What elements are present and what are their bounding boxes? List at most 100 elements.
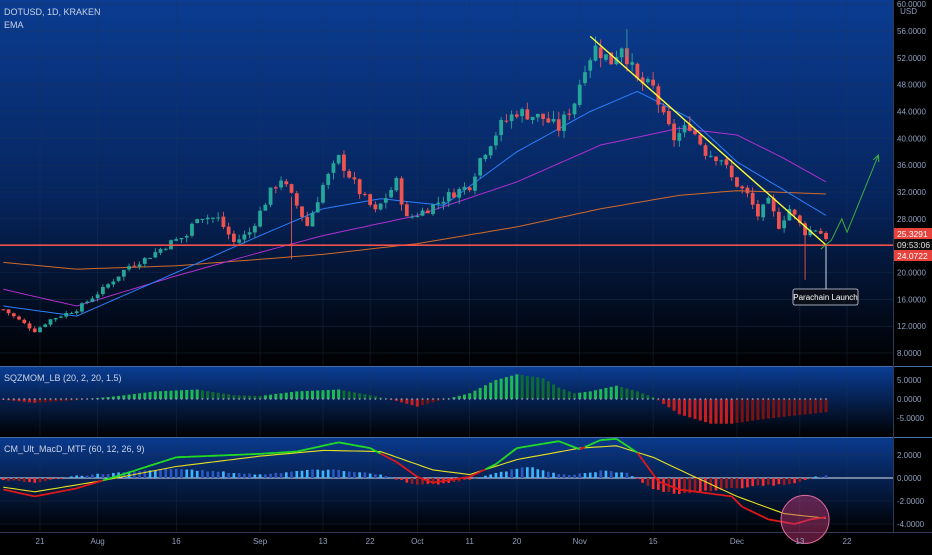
candle-body — [541, 114, 545, 119]
macd-line-segment — [533, 445, 538, 446]
macd-line-segment — [50, 492, 55, 493]
sqz-dot — [81, 398, 83, 400]
sqz-dot — [500, 398, 502, 400]
sqz-dot — [60, 398, 62, 400]
candle-body — [269, 188, 273, 205]
sqz-dot — [820, 398, 822, 400]
highlight-circle[interactable] — [781, 495, 829, 543]
sqz-dot — [97, 398, 99, 400]
sqz-dot — [657, 398, 659, 400]
sqz-dot — [395, 398, 397, 400]
candle-body — [59, 317, 63, 318]
sqz-dot — [34, 398, 36, 400]
candle-body — [17, 317, 21, 320]
sqz-dot — [123, 398, 125, 400]
candle-body — [347, 171, 351, 177]
macd-line-segment — [768, 519, 773, 520]
sqz-dot — [312, 398, 314, 400]
sqz-dot — [217, 398, 219, 400]
candle-body — [28, 323, 32, 328]
sqz-dot — [673, 398, 675, 400]
candle-body — [54, 318, 58, 319]
sqz-dot — [485, 398, 487, 400]
candle-body — [138, 264, 142, 266]
sqz-dot — [605, 398, 607, 400]
symbol-label[interactable]: DOTUSD, 1D, KRAKEN — [4, 7, 101, 17]
candle-body — [368, 194, 372, 205]
candle-body — [7, 309, 11, 313]
sqz-dot — [715, 398, 717, 400]
candle-body — [515, 114, 519, 116]
macd-line-segment — [349, 444, 354, 445]
sqz-dot — [505, 398, 507, 400]
candle-body — [242, 234, 246, 239]
sqz-dot — [291, 398, 293, 400]
candle-body — [258, 211, 262, 227]
sqz-dot — [202, 398, 204, 400]
macd-line-segment — [433, 482, 438, 483]
macd-line-segment — [66, 489, 71, 490]
sqz-dot — [464, 398, 466, 400]
candle-body — [174, 239, 178, 241]
sqz-dot — [71, 398, 73, 400]
macd-title[interactable]: CM_Ult_MacD_MTF (60, 12, 26, 9) — [4, 444, 145, 454]
time-tick-label: 15 — [649, 537, 658, 546]
sqz-title[interactable]: SQZMOM_LB (20, 2, 20, 1.5) — [4, 373, 122, 383]
sqz-dot — [264, 398, 266, 400]
sqz-dot — [401, 398, 403, 400]
sqz-dot — [228, 398, 230, 400]
sqz-dot — [783, 398, 785, 400]
candle-body — [1, 309, 5, 310]
macd-line-segment — [454, 478, 459, 479]
macd-line-segment — [444, 480, 449, 481]
ema-label[interactable]: EMA — [4, 20, 24, 30]
sqz-dot — [212, 398, 214, 400]
sqz-dot — [2, 398, 4, 400]
macd-line-segment — [297, 450, 302, 451]
sqz-dot — [558, 398, 560, 400]
sqz-tick-label: -5.0000 — [897, 414, 925, 423]
sqz-dot — [616, 398, 618, 400]
price-tick-label: 16.0000 — [897, 295, 926, 304]
macd-line-segment — [323, 445, 328, 446]
sqz-dot — [521, 398, 523, 400]
candle-body — [415, 216, 419, 217]
sqz-dot — [621, 398, 623, 400]
sqz-tick-label: 5.0000 — [897, 376, 922, 385]
support-price-tag: 24.0722 — [897, 251, 928, 261]
candle-body — [578, 85, 582, 105]
candle-body — [442, 202, 446, 204]
macd-line-segment — [35, 495, 40, 496]
sqz-dot — [747, 398, 749, 400]
macd-line-segment — [706, 493, 711, 494]
price-tick-label: 44.0000 — [897, 108, 926, 117]
macd-line-segment — [700, 492, 705, 493]
candle-body — [38, 327, 42, 332]
candle-body — [295, 193, 299, 205]
time-tick-label: Nov — [573, 537, 587, 546]
sqz-dot — [710, 398, 712, 400]
sqz-dot — [432, 398, 434, 400]
macd-line-segment — [333, 442, 338, 443]
sqz-dot — [741, 398, 743, 400]
macd-line-segment — [438, 481, 443, 482]
candle-body — [180, 238, 184, 239]
candle-body — [504, 121, 508, 122]
candle-body — [646, 79, 650, 82]
sqz-dot — [374, 398, 376, 400]
price-tick-label: 20.0000 — [897, 269, 926, 278]
sqz-dot — [600, 398, 602, 400]
sqz-dot — [238, 398, 240, 400]
sqz-dot — [175, 398, 177, 400]
sqz-dot — [762, 398, 764, 400]
candle-body — [463, 187, 467, 190]
candle-body — [599, 47, 603, 58]
macd-line-segment — [554, 441, 559, 442]
time-tick-label: 21 — [36, 537, 45, 546]
candle-body — [557, 119, 561, 130]
sqz-dot — [8, 398, 10, 400]
macd-tick-label: -4.0000 — [897, 520, 925, 529]
candle-body — [201, 219, 205, 220]
candle-body — [358, 179, 362, 194]
